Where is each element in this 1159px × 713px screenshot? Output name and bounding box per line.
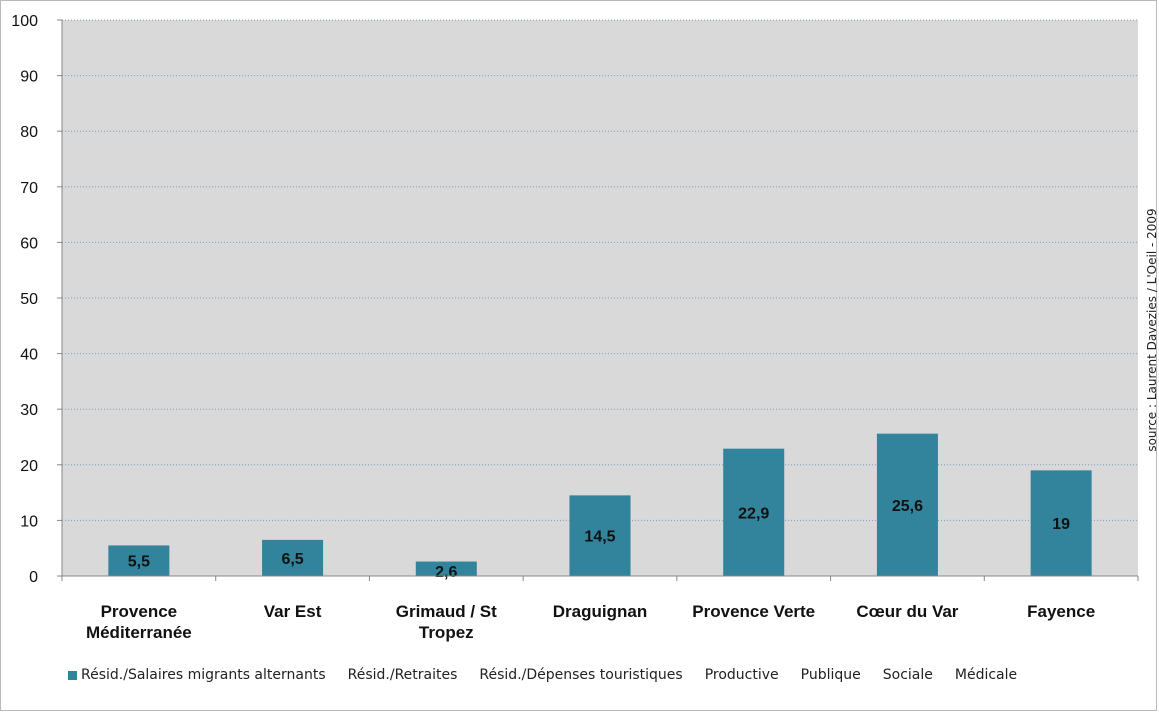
legend-entry: Sociale: [883, 667, 933, 683]
y-tick-label: 100: [11, 13, 38, 30]
bar: [415, 561, 477, 576]
x-axis-category-labels: Provence Méditerranée Var Est Grimaud / St T…: [86, 602, 1095, 642]
legend-entry: Résid./Retraites: [348, 667, 458, 683]
legend-entry: Publique: [801, 667, 861, 683]
legend-label: Sociale: [882, 667, 933, 683]
legend: Résid./Salaires migrants alternants Résid…: [68, 665, 1017, 685]
bar: [569, 495, 631, 576]
legend-label: Résid./Dépenses touristiques: [479, 667, 683, 683]
y-tick-label: 80: [20, 124, 38, 141]
bar: [108, 545, 170, 576]
y-tick-label: 20: [20, 458, 38, 475]
source-note: source : Laurent Davezies / L'Oeil - 200…: [1145, 208, 1159, 452]
y-tick-label: 40: [20, 347, 38, 364]
data-labels: 5,5 6,5 2,6 14,5 22,9 25,6 19: [128, 498, 1070, 581]
axes: [61, 20, 1139, 581]
category-label: Fayence: [1027, 602, 1095, 621]
bar: [723, 448, 785, 576]
category-label: Cœur du Var: [856, 602, 958, 621]
data-label: 25,6: [892, 498, 923, 515]
data-label: 22,9: [738, 505, 769, 522]
legend-label: Productive: [704, 667, 779, 683]
legend-swatch: [68, 670, 77, 680]
category-label: Var Est: [264, 602, 322, 621]
legend-entry: Résid./Salaires migrants alternants: [68, 667, 326, 683]
y-tick-label: 50: [20, 291, 38, 308]
bar: [1030, 470, 1092, 576]
data-label: 2,6: [435, 564, 457, 581]
y-tick-label: 30: [20, 402, 38, 419]
legend-label: Résid./Retraites: [347, 667, 458, 683]
legend-label: Résid./Salaires migrants alternants: [81, 667, 326, 683]
category-label: Grimaud / St Tropez: [396, 602, 497, 642]
legend-label: Publique: [800, 667, 861, 683]
bars: [108, 433, 1092, 576]
data-label: 19: [1052, 516, 1070, 533]
legend-entry: Médicale: [955, 667, 1017, 683]
y-tick-label: 10: [20, 513, 38, 530]
legend-entry: Productive: [705, 667, 779, 683]
y-tick-label: 0: [29, 569, 38, 586]
y-axis-tick-labels: 0 10 20 30 40 50 60 70 80 90 100: [11, 13, 38, 586]
y-tick-label: 90: [20, 69, 38, 86]
data-label: 5,5: [128, 554, 150, 571]
legend-entry: Résid./Dépenses touristiques: [479, 667, 682, 683]
category-label: Provence Verte: [692, 602, 815, 621]
bar: [262, 539, 324, 576]
legend-label: Médicale: [954, 667, 1018, 683]
y-tick-label: 70: [20, 180, 38, 197]
y-tick-label: 60: [20, 235, 38, 252]
category-label: Provence Méditerranée: [86, 602, 192, 642]
category-label: Draguignan: [553, 602, 647, 621]
data-label: 14,5: [584, 529, 615, 546]
bar: [876, 433, 938, 576]
data-label: 6,5: [281, 551, 303, 568]
